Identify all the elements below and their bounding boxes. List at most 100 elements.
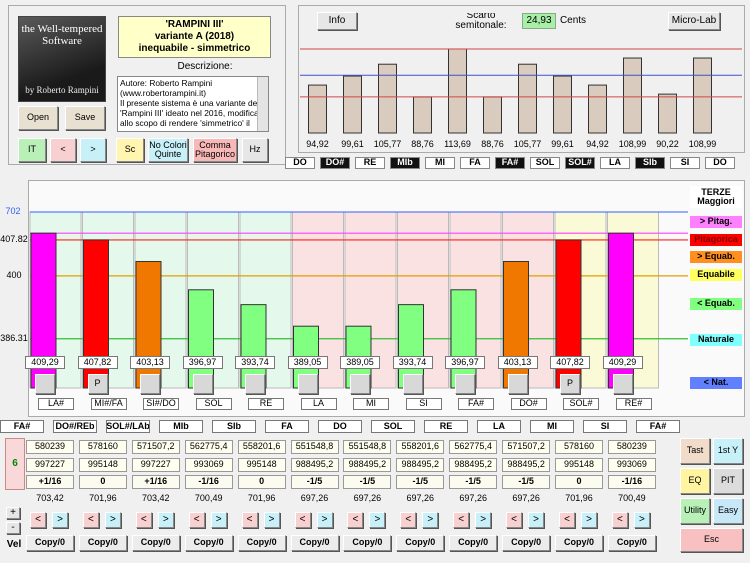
marker-button[interactable]: P (87, 374, 108, 394)
next-button[interactable]: > (263, 512, 280, 528)
marker-button[interactable] (297, 374, 318, 394)
prev-button[interactable]: < (241, 512, 258, 528)
note-label: FA (460, 157, 490, 169)
marker-button[interactable] (140, 374, 160, 394)
next-button[interactable]: > (157, 512, 174, 528)
category-label: SOL# (563, 398, 599, 410)
button[interactable]: Sc (116, 138, 144, 162)
bar (518, 63, 537, 134)
value-label: 108,99 (618, 139, 647, 150)
marker-button[interactable] (350, 374, 370, 394)
prev-button[interactable]: < (611, 512, 628, 528)
button[interactable]: Comma Pitagorico (193, 138, 237, 162)
note-label: FA# (495, 157, 525, 169)
prev-button[interactable]: < (188, 512, 205, 528)
copy-button[interactable]: Copy/0 (78, 535, 127, 551)
chart-title: TERZE Maggiori (690, 186, 742, 208)
y-tick-label: 407.82 (0, 234, 28, 245)
note-header: MIb (159, 420, 203, 433)
prev-button[interactable]: < (400, 512, 417, 528)
table-cell: -1/5 (290, 475, 339, 489)
marker-button[interactable] (192, 374, 213, 394)
table-cell: 997227 (26, 458, 74, 472)
copy-button[interactable]: Copy/0 (131, 535, 180, 551)
deviation-unit: Cents (559, 14, 587, 26)
note-header: MI (530, 420, 574, 433)
value-label: 113,69 (444, 139, 471, 150)
table-cell: 701,96 (565, 493, 593, 504)
prev-button[interactable]: < (135, 512, 152, 528)
table-cell: 988495,2 (449, 458, 498, 472)
value-label: 409,29 (602, 356, 643, 369)
description-line: (www.robertorampini.it) (120, 88, 207, 98)
table-cell: -1/5 (502, 475, 551, 489)
micro-lab-button[interactable]: Micro-Lab (668, 12, 720, 30)
marker-button[interactable] (35, 374, 55, 394)
note-label: DO (285, 157, 315, 169)
table-cell: 988495,2 (290, 458, 339, 472)
next-button[interactable]: > (422, 512, 439, 528)
copy-button[interactable]: Copy/0 (449, 535, 498, 551)
table-cell: -1/5 (343, 475, 392, 489)
copy-button[interactable]: Copy/0 (290, 535, 339, 551)
note-header: FA (265, 420, 309, 433)
button[interactable]: No Colori Quinte (148, 138, 188, 162)
prev-button[interactable]: < (506, 512, 523, 528)
next-button[interactable]: > (581, 512, 597, 528)
side-button[interactable]: Esc (680, 528, 743, 552)
next-button[interactable]: > (52, 512, 68, 528)
description-label: Descrizione: (177, 60, 233, 72)
next-button[interactable]: > (104, 512, 121, 528)
copy-button[interactable]: Copy/0 (502, 535, 551, 551)
table-cell: 0 (78, 475, 127, 489)
button[interactable]: > (80, 138, 106, 162)
table-cell: 697,26 (353, 493, 382, 504)
copy-button[interactable]: Copy/0 (237, 535, 286, 551)
marker-button[interactable]: P (560, 374, 580, 394)
next-button[interactable]: > (475, 512, 492, 528)
prev-button[interactable]: < (30, 512, 46, 528)
button[interactable]: Save (65, 106, 105, 130)
marker-button[interactable] (245, 374, 265, 394)
button[interactable]: < (50, 138, 76, 162)
next-button[interactable]: > (528, 512, 545, 528)
next-button[interactable]: > (316, 512, 333, 528)
copy-button[interactable]: Copy/0 (184, 535, 233, 551)
marker-button[interactable] (612, 374, 633, 394)
prev-button[interactable]: < (559, 512, 575, 528)
copy-button[interactable]: Copy/0 (343, 535, 392, 551)
value-label: 108,99 (688, 139, 717, 150)
deviation-label: Scarto semitonale: (455, 13, 507, 29)
next-button[interactable]: > (633, 512, 650, 528)
button[interactable]: Hz (242, 138, 268, 162)
plus-button[interactable]: + (6, 507, 20, 519)
side-button[interactable]: EQ (680, 468, 710, 494)
copy-button[interactable]: Copy/0 (396, 535, 445, 551)
next-button[interactable]: > (369, 512, 386, 528)
copy-button[interactable]: Copy/0 (26, 535, 74, 551)
side-button[interactable]: 1st Y (713, 438, 743, 464)
side-button[interactable]: Easy (713, 498, 743, 524)
marker-button[interactable] (507, 374, 528, 394)
side-button[interactable]: Utility (680, 498, 710, 524)
side-button[interactable]: Tast (680, 438, 710, 464)
bar (378, 63, 397, 134)
note-header: FA# (636, 420, 680, 433)
prev-button[interactable]: < (82, 512, 99, 528)
button[interactable]: Open (18, 106, 58, 130)
button[interactable]: IT (18, 138, 46, 162)
prev-button[interactable]: < (347, 512, 364, 528)
marker-button[interactable] (455, 374, 475, 394)
value-label: 94,92 (306, 139, 329, 150)
table-cell: 701,96 (89, 493, 117, 504)
prev-button[interactable]: < (453, 512, 470, 528)
minus-button[interactable]: - (6, 522, 20, 534)
prev-button[interactable]: < (294, 512, 311, 528)
copy-button[interactable]: Copy/0 (607, 535, 656, 551)
next-button[interactable]: > (210, 512, 227, 528)
info-button[interactable]: Info (317, 12, 357, 30)
marker-button[interactable] (402, 374, 423, 394)
note-header: DO (318, 420, 362, 433)
side-button[interactable]: PIT (713, 468, 743, 494)
copy-button[interactable]: Copy/0 (555, 535, 603, 551)
